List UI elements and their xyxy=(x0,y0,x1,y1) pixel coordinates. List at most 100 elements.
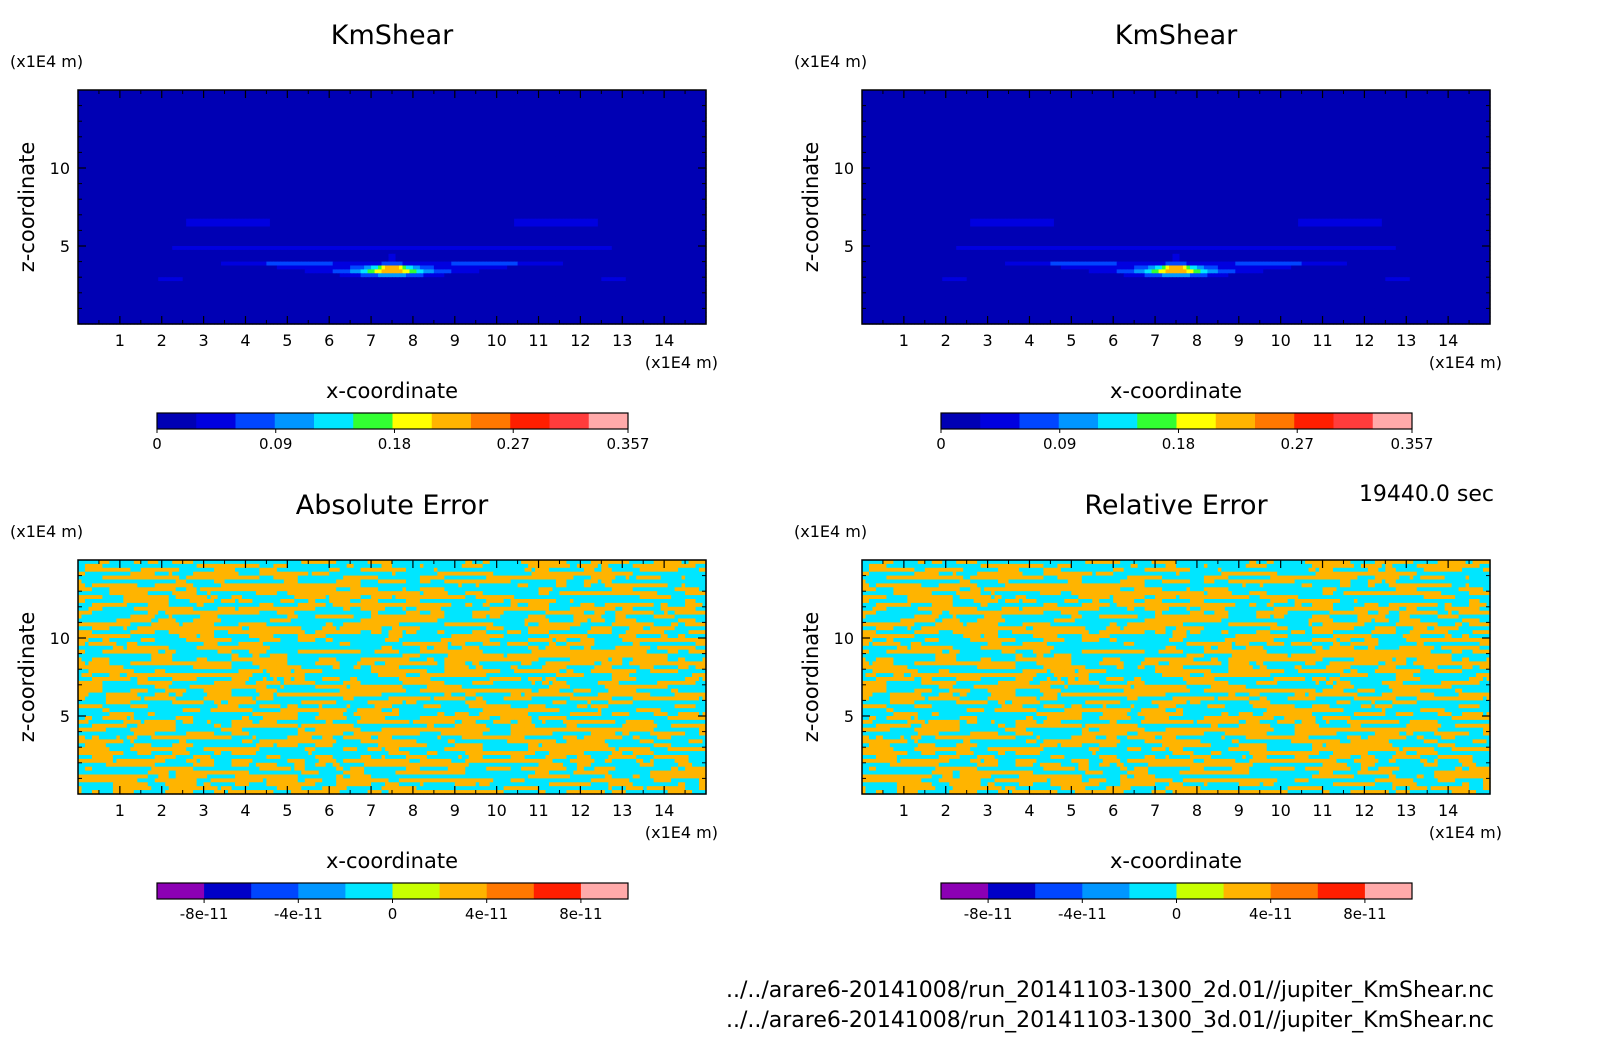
heatmap-cell xyxy=(203,97,208,103)
heatmap-cell xyxy=(371,109,376,114)
heatmap-cell xyxy=(615,132,620,138)
heatmap-cell xyxy=(440,171,445,177)
heatmap-cell xyxy=(266,129,271,134)
heatmap-cell xyxy=(346,168,351,173)
heatmap-cell xyxy=(528,132,533,138)
heatmap-cell xyxy=(151,187,156,192)
heatmap-cell xyxy=(650,93,655,99)
heatmap-cell xyxy=(116,195,121,200)
heatmap-cell xyxy=(105,148,110,153)
heatmap-cell xyxy=(629,121,634,126)
heatmap-cell xyxy=(154,160,159,165)
heatmap-cell xyxy=(402,105,407,111)
heatmap-cell xyxy=(454,132,459,138)
heatmap-cell xyxy=(667,160,672,165)
heatmap-cell xyxy=(154,113,159,118)
heatmap-cell xyxy=(685,136,690,142)
heatmap-cell xyxy=(576,105,581,111)
heatmap-cell xyxy=(238,129,243,134)
heatmap-cell xyxy=(308,195,313,200)
heatmap-cell xyxy=(559,117,564,122)
heatmap-cell xyxy=(91,140,97,146)
heatmap-cell xyxy=(329,156,334,161)
heatmap-cell xyxy=(357,179,362,185)
heatmap-cell xyxy=(116,129,121,134)
heatmap-cell xyxy=(507,121,512,126)
heatmap-cell xyxy=(158,140,163,146)
heatmap-cell xyxy=(493,187,498,192)
heatmap-cell xyxy=(657,105,662,111)
heatmap-cell xyxy=(189,148,194,153)
heatmap-cell xyxy=(632,93,637,99)
heatmap-cell xyxy=(681,90,686,95)
heatmap-cell xyxy=(214,148,219,153)
heatmap-cell xyxy=(409,179,414,185)
heatmap-cell xyxy=(531,109,536,114)
heatmap-cell xyxy=(364,132,369,138)
heatmap-cell xyxy=(412,97,418,103)
heatmap-cell xyxy=(510,156,515,161)
heatmap-cell xyxy=(475,121,480,126)
heatmap-cell xyxy=(587,105,592,111)
heatmap-cell xyxy=(301,121,306,126)
heatmap-cell xyxy=(154,117,159,122)
heatmap-cell xyxy=(650,168,655,173)
heatmap-cell xyxy=(283,187,288,192)
heatmap-cell xyxy=(569,140,575,146)
heatmap-cell xyxy=(597,109,602,114)
heatmap-cell xyxy=(294,109,299,114)
heatmap-cell xyxy=(147,164,152,169)
heatmap-cell xyxy=(276,144,281,150)
heatmap-cell xyxy=(112,160,117,165)
heatmap-cell xyxy=(231,132,236,138)
heatmap-cell xyxy=(350,156,355,161)
heatmap-cell xyxy=(629,171,634,177)
heatmap-cell xyxy=(507,164,512,169)
heatmap-cell xyxy=(699,171,704,177)
heatmap-cell xyxy=(559,93,564,99)
heatmap-cell xyxy=(643,148,648,153)
heatmap-cell xyxy=(238,183,243,189)
heatmap-cell xyxy=(357,187,362,192)
heatmap-cell xyxy=(398,175,404,181)
heatmap-cell xyxy=(559,187,564,192)
heatmap-cell xyxy=(507,191,512,196)
heatmap-cell xyxy=(447,113,452,118)
heatmap-cell xyxy=(346,164,351,169)
heatmap-cell xyxy=(84,121,90,126)
heatmap-cell xyxy=(643,129,648,134)
heatmap-cell xyxy=(102,93,107,99)
heatmap-cell xyxy=(301,195,306,200)
heatmap-cell xyxy=(102,179,107,185)
heatmap-cell xyxy=(657,179,662,185)
heatmap-cell xyxy=(685,168,690,173)
heatmap-cell xyxy=(186,187,191,192)
heatmap-cell xyxy=(576,136,581,142)
heatmap-cell xyxy=(119,117,124,122)
heatmap-cell xyxy=(172,191,177,196)
heatmap-cell xyxy=(154,90,159,95)
heatmap-cell xyxy=(521,171,526,177)
heatmap-cell xyxy=(235,164,240,169)
heatmap-cell xyxy=(259,171,264,177)
heatmap-cell xyxy=(528,113,533,118)
heatmap-cell xyxy=(238,156,243,161)
heatmap-cell xyxy=(646,179,651,185)
heatmap-cell xyxy=(322,152,327,157)
heatmap-cell xyxy=(350,93,355,99)
heatmap-cell xyxy=(133,148,138,153)
heatmap-cell xyxy=(364,125,369,130)
heatmap-cell xyxy=(210,148,215,153)
heatmap-cell xyxy=(81,97,86,103)
heatmap-cell xyxy=(573,187,578,192)
heatmap-cell xyxy=(91,195,97,200)
heatmap-cell xyxy=(318,183,323,189)
heatmap-cell xyxy=(531,117,536,122)
heatmap-cell xyxy=(618,109,623,114)
heatmap-cell xyxy=(332,93,337,99)
heatmap-cell xyxy=(489,117,494,122)
heatmap-cell xyxy=(664,191,669,196)
heatmap-cell xyxy=(594,93,599,99)
heatmap-cell xyxy=(622,183,627,189)
heatmap-cell xyxy=(486,195,491,200)
